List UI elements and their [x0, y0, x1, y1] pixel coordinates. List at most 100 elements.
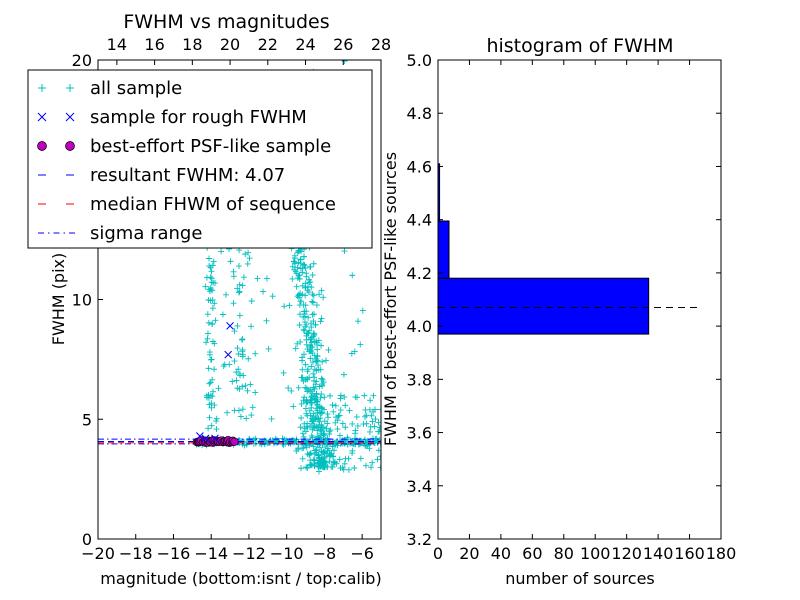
all-sample-point: [239, 336, 246, 343]
all-sample-point: [252, 389, 259, 396]
all-sample-point: [286, 302, 293, 309]
all-sample-point: [315, 454, 322, 461]
all-sample-point: [265, 345, 272, 352]
all-sample-point: [307, 423, 314, 430]
all-sample-point: [305, 276, 312, 283]
all-sample-point: [203, 339, 210, 346]
all-sample-point: [355, 318, 362, 325]
all-sample-point: [231, 328, 238, 335]
all-sample-point: [242, 382, 249, 389]
all-sample-point: [231, 358, 238, 365]
legend-label: all sample: [90, 78, 182, 99]
left-x-tick-label: −18: [119, 544, 153, 563]
left-y-tick-label: 0: [82, 530, 92, 549]
all-sample-point: [302, 264, 309, 271]
all-sample-point: [341, 460, 348, 467]
all-sample-point: [307, 355, 314, 362]
all-sample-point: [302, 284, 309, 291]
all-sample-point: [320, 379, 327, 386]
right-y-tick-label: 5.0: [407, 51, 432, 70]
left-top-x-tick-label: 24: [295, 35, 315, 54]
all-sample-point: [313, 302, 320, 309]
all-sample-point: [206, 349, 213, 356]
all-sample-point: [302, 405, 309, 412]
all-sample-point: [229, 378, 236, 385]
all-sample-point: [304, 412, 311, 419]
all-sample-point: [369, 435, 376, 442]
all-sample-point: [310, 292, 317, 299]
all-sample-point: [222, 291, 229, 298]
all-sample-point: [207, 379, 214, 386]
all-sample-point: [237, 413, 244, 420]
right-x-tick-label: 180: [706, 544, 737, 563]
all-sample-point: [246, 437, 253, 444]
left-y-top-tick-label: 20: [72, 51, 92, 70]
left-legend: all sample sample for rough FWHM best-effo…: [27, 69, 373, 249]
all-sample-point: [263, 275, 270, 282]
right-plot-frame: [437, 59, 722, 540]
right-y-tick-label: 4.0: [407, 317, 432, 336]
all-sample-point: [308, 363, 315, 370]
all-sample-point: [209, 338, 216, 345]
all-sample-point: [367, 397, 374, 404]
all-sample-point: [306, 374, 313, 381]
right-y-tick-label: 4.8: [407, 104, 432, 123]
all-sample-point: [330, 408, 337, 415]
all-sample-point: [219, 311, 226, 318]
all-sample-point: [235, 351, 242, 358]
all-sample-point: [205, 286, 212, 293]
all-sample-point: [303, 341, 310, 348]
all-sample-point: [248, 297, 255, 304]
all-sample-point: [307, 386, 314, 393]
all-sample-point: [269, 293, 276, 300]
all-sample-point: [295, 291, 302, 298]
all-sample-point: [322, 357, 329, 364]
all-sample-point: [329, 453, 336, 460]
legend-entry: resultant FWHM: 4.07: [38, 165, 285, 186]
all-sample-point: [310, 318, 317, 325]
all-sample-point: [300, 326, 307, 333]
all-sample-point: [337, 465, 344, 472]
legend-label: sigma range: [90, 223, 202, 244]
rough-sample-point: [201, 434, 210, 443]
all-sample-point: [233, 377, 240, 384]
all-sample-point: [324, 410, 331, 417]
all-sample-point: [297, 265, 304, 272]
all-sample-point: [305, 314, 312, 321]
all-sample-point: [291, 266, 298, 273]
all-sample-point: [301, 262, 308, 269]
all-sample-point: [342, 424, 349, 431]
all-sample-point: [218, 248, 225, 255]
left-x-tick-label: −16: [157, 544, 191, 563]
all-sample-point: [234, 322, 241, 329]
all-sample-point: [329, 443, 336, 450]
all-sample-point: [357, 455, 364, 462]
all-sample-point: [326, 392, 333, 399]
all-sample-point: [291, 254, 298, 261]
all-sample-point: [206, 262, 213, 269]
all-sample-point: [208, 422, 215, 429]
all-sample-point: [320, 294, 327, 301]
all-sample-point: [309, 291, 316, 298]
all-sample-point: [337, 395, 344, 402]
all-sample-point: [236, 288, 243, 295]
all-sample-point: [299, 269, 306, 276]
all-sample-point: [351, 464, 358, 471]
all-sample-point: [210, 258, 217, 265]
all-sample-point: [322, 462, 329, 469]
all-sample-point: [311, 385, 318, 392]
all-sample-point: [357, 341, 364, 348]
all-sample-point: [294, 293, 301, 300]
all-sample-point: [234, 285, 241, 292]
all-sample-point: [202, 283, 209, 290]
all-sample-point: [370, 392, 377, 399]
all-sample-point: [235, 366, 242, 373]
all-sample-point: [206, 414, 213, 421]
all-sample-point: [302, 384, 309, 391]
all-sample-point: [302, 437, 309, 444]
left-x-tick-label: −14: [194, 544, 228, 563]
all-sample-point: [224, 409, 231, 416]
all-sample-point: [314, 409, 321, 416]
all-sample-point: [309, 298, 316, 305]
all-sample-point: [211, 300, 218, 307]
